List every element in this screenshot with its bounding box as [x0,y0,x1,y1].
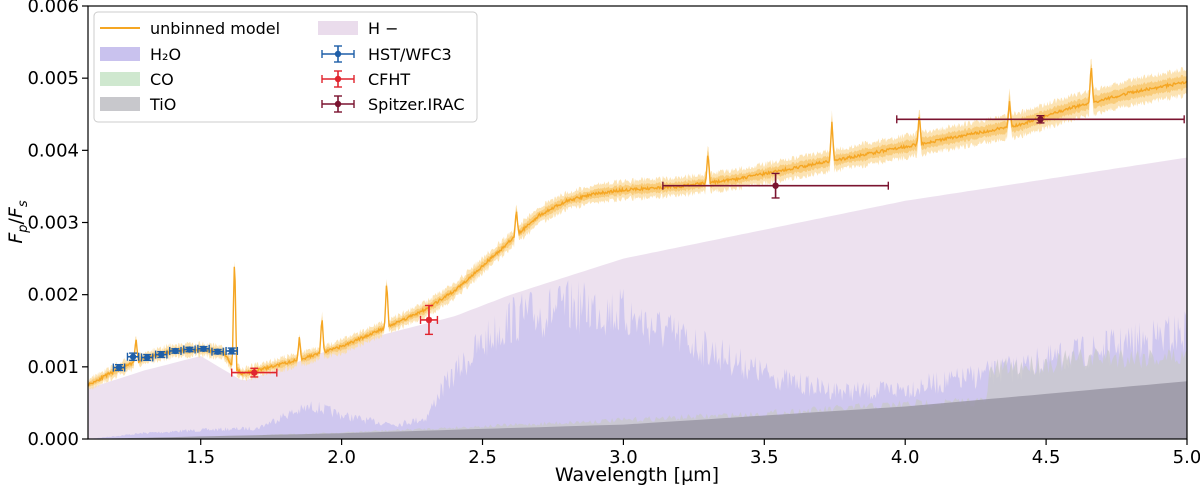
legend: unbinned model H₂O CO TiO H − HST/WFC3 CFHT Spi… [93,11,478,123]
x-tick: 4.5 [1032,439,1061,468]
y-tick-label: 0.006 [27,0,79,17]
y-tick: 0.003 [27,213,88,234]
h-minus-fill [88,157,1187,439]
y-axis-label: Fp/Fs [5,200,31,244]
legend-label-co: CO [150,70,174,89]
legend-label-model: unbinned model [150,19,280,38]
y-tick: 0.004 [27,140,88,161]
observed-data-points [112,114,1185,378]
legend-label-tio: TiO [149,95,176,114]
spitzer-data-point [896,114,1185,124]
hst-data-point [169,346,182,355]
y-tick: 0.001 [27,357,88,378]
legend-label-hminus: H − [368,19,399,38]
legend-label-spitzer: Spitzer.IRAC [368,95,465,114]
legend-item-cfht: CFHT [321,70,410,89]
x-tick-label: 3.5 [750,447,779,468]
h2o-fill [88,280,1187,439]
unbinned-model-line [88,67,1187,387]
legend-box [93,11,478,123]
x-tick-label: 2.5 [468,447,497,468]
hst-data-point [140,353,154,362]
legend-item-h2o: H₂O [100,45,181,64]
y-tick: 0.000 [27,429,88,450]
plot-area [87,5,1188,440]
x-tick-label: 3.0 [609,447,638,468]
y-tick-label: 0.005 [27,68,79,89]
x-axis-ticks: 1.5 2.0 2.5 3.0 3.5 4.0 4.5 5.0 [186,439,1200,468]
hst-data-point [126,352,140,362]
x-axis-label: Wavelength [µm] [555,464,719,486]
x-tick-label: 4.5 [1032,447,1061,468]
cfht-data-point [231,367,278,378]
hst-data-point [211,347,224,356]
y-tick-label: 0.003 [27,213,79,234]
y-axis-ticks: 0.000 0.001 0.002 0.003 0.004 0.005 0.006 [27,0,88,450]
y-tick-label: 0.002 [27,285,79,306]
x-tick: 1.5 [186,439,215,468]
legend-item-model: unbinned model [100,19,280,38]
legend-item-co: CO [100,70,174,89]
y-tick-label: 0.000 [27,429,79,450]
hst-data-point [154,350,168,359]
spitzer-data-point [662,172,889,199]
x-tick-label: 1.5 [186,447,215,468]
legend-item-tio: TiO [100,95,176,114]
x-tick-label: 4.0 [891,447,920,468]
x-tick: 2.5 [468,439,497,468]
cfht-data-point [419,304,439,336]
legend-label-cfht: CFHT [368,70,410,89]
hst-data-point [112,363,126,372]
hst-data-point [183,345,196,354]
y-tick: 0.005 [27,68,88,89]
y-tick-label: 0.004 [27,140,79,161]
hst-data-point [225,346,239,355]
legend-item-hminus: H − [318,19,399,38]
y-tick-label: 0.001 [27,357,79,378]
x-tick-label: 5.0 [1173,447,1200,468]
tio-floor-fill [88,381,1187,439]
legend-label-hst: HST/WFC3 [368,45,452,64]
x-tick: 3.5 [750,439,779,468]
x-tick-label: 2.0 [327,447,356,468]
legend-item-hst: HST/WFC3 [321,45,452,64]
y-tick: 0.006 [27,0,88,17]
x-tick: 4.0 [891,439,920,468]
opacity-contributions [88,157,1187,439]
legend-label-h2o: H₂O [150,45,181,64]
model-spectrum [88,58,1187,391]
x-tick: 2.0 [327,439,356,468]
legend-item-spitzer: Spitzer.IRAC [321,95,465,114]
x-tick: 3.0 [609,439,638,468]
y-tick: 0.002 [27,285,88,306]
x-tick: 5.0 [1173,439,1200,468]
hst-data-point [197,344,210,353]
